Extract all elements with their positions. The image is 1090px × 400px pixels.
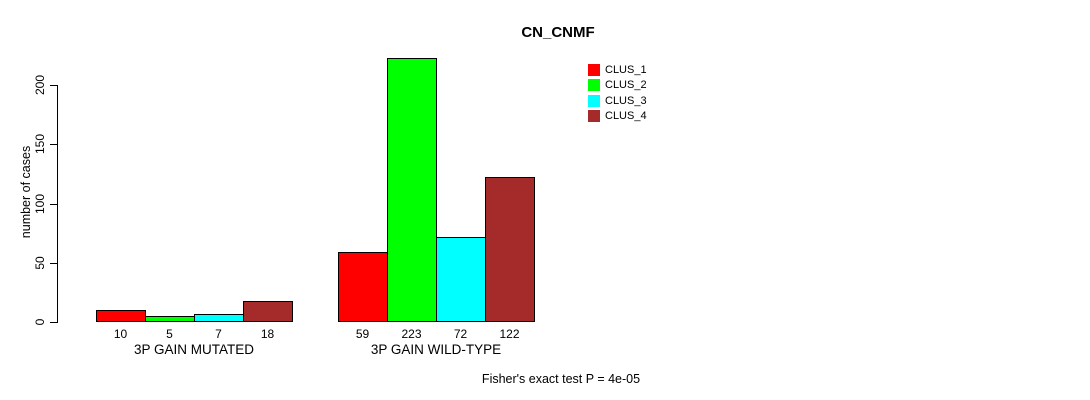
bar-clus_3-group1 [194,314,244,322]
y-tick-mark-200 [50,85,57,86]
bar-clus_4-group1 [243,301,293,322]
legend-item-clus_3: CLUS_3 [588,93,647,109]
chart-title: CN_CNMF [521,24,595,41]
y-tick-label-150: 150 [33,133,47,155]
y-tick-mark-100 [50,204,57,205]
legend-swatch-icon [588,94,600,107]
y-tick-label-200: 200 [33,74,47,96]
y-tick-label-0: 0 [33,318,47,326]
bar-value-label: 122 [499,327,520,341]
legend-swatch-icon [588,110,600,123]
fisher-test-annotation: Fisher's exact test P = 4e-05 [481,372,641,386]
bar-value-label: 72 [453,327,468,341]
bar-value-label: 5 [166,327,173,341]
bar-value-label: 223 [401,327,422,341]
bar-clus_1-group1 [96,310,146,322]
bar-clus_4-group2 [485,177,535,322]
group-label-2: 3P GAIN WILD-TYPE [370,342,502,357]
legend: CLUS_1 CLUS_2 CLUS_3 CLUS_4 [588,62,647,124]
legend-label: CLUS_4 [605,110,647,123]
legend-item-clus_1: CLUS_1 [588,62,647,78]
bar-value-label: 10 [113,327,128,341]
legend-label: CLUS_1 [605,63,647,76]
y-tick-mark-0 [50,322,57,323]
bar-value-label: 18 [260,327,275,341]
y-tick-mark-50 [50,263,57,264]
bar-value-label: 7 [215,327,222,341]
bar-clus_3-group2 [436,237,486,322]
legend-item-clus_4: CLUS_4 [588,109,647,125]
legend-swatch-icon [588,79,600,92]
y-tick-label-100: 100 [33,193,47,215]
bar-clus_2-group2 [387,58,437,322]
y-tick-label-50: 50 [33,256,47,270]
y-axis-label: number of cases [19,145,33,239]
y-tick-mark-150 [50,144,57,145]
bar-value-label: 59 [355,327,370,341]
legend-item-clus_2: CLUS_2 [588,78,647,94]
bar-clus_1-group2 [338,252,388,322]
legend-label: CLUS_2 [605,79,647,92]
y-axis-line [57,85,58,323]
group-label-1: 3P GAIN MUTATED [133,342,255,357]
bar-clus_2-group1 [145,316,195,322]
legend-swatch-icon [588,63,600,76]
legend-label: CLUS_3 [605,94,647,107]
